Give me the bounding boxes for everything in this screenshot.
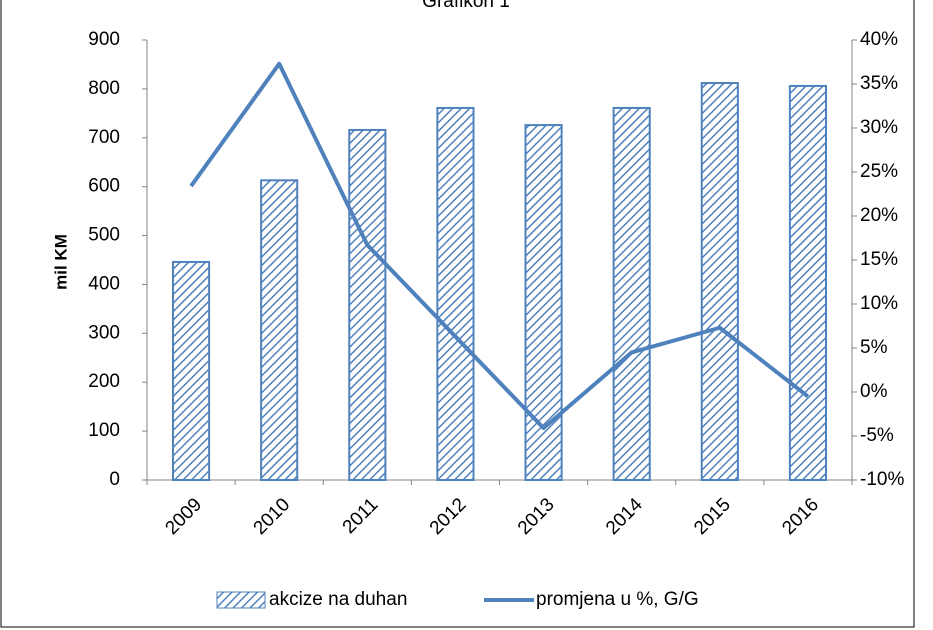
- chart-title: Grafikon 1: [422, 0, 510, 12]
- y2-tick-label: 40%: [860, 29, 898, 50]
- bar: [436, 106, 475, 481]
- y2-tick-label: 5%: [860, 337, 888, 358]
- x-tick-label: 2013: [514, 494, 559, 539]
- x-tick-label: 2012: [426, 494, 471, 539]
- y2-tick-label: 10%: [860, 293, 898, 314]
- y2-tick-label: 15%: [860, 249, 898, 270]
- y-tick-label: 0: [109, 469, 120, 490]
- legend-swatch: [216, 591, 266, 609]
- y-tick-label: 400: [88, 273, 120, 294]
- y-axis-label: mil KM: [51, 234, 70, 290]
- bar: [524, 124, 563, 481]
- bar: [700, 82, 739, 482]
- y-tick-label: 800: [88, 78, 120, 99]
- y2-tick-label: 35%: [860, 73, 898, 94]
- y-tick-label: 700: [88, 127, 120, 148]
- x-tick-label: 2011: [339, 494, 383, 538]
- y2-tick-label: -5%: [860, 425, 894, 446]
- y2-tick-label: 30%: [860, 117, 898, 138]
- legend-label: promjena u %, G/G: [536, 589, 699, 610]
- x-tick-label: 2015: [690, 494, 735, 539]
- legend-label: akcize na duhan: [269, 589, 407, 610]
- bar: [171, 260, 211, 482]
- y-tick-label: 100: [88, 420, 120, 441]
- y2-tick-label: 20%: [860, 205, 898, 226]
- x-tick-label: 2009: [161, 494, 206, 539]
- bar: [260, 179, 299, 482]
- y2-tick-label: 25%: [860, 161, 898, 182]
- y-tick-label: 900: [88, 29, 120, 50]
- bar: [788, 84, 828, 481]
- x-tick-label: 2010: [250, 494, 295, 539]
- line: [189, 61, 810, 431]
- bar: [612, 106, 651, 481]
- y2-tick-label: -10%: [860, 469, 904, 490]
- x-tick-label: 2016: [778, 494, 823, 539]
- x-tick-label: 2014: [602, 494, 647, 539]
- frame: [0, 0, 915, 628]
- y-tick-label: 300: [88, 322, 120, 343]
- y-tick-label: 500: [88, 225, 120, 246]
- y-tick-label: 600: [88, 176, 120, 197]
- bar: [348, 128, 387, 481]
- y2-tick-label: 0%: [860, 381, 888, 402]
- y-tick-label: 200: [88, 371, 120, 392]
